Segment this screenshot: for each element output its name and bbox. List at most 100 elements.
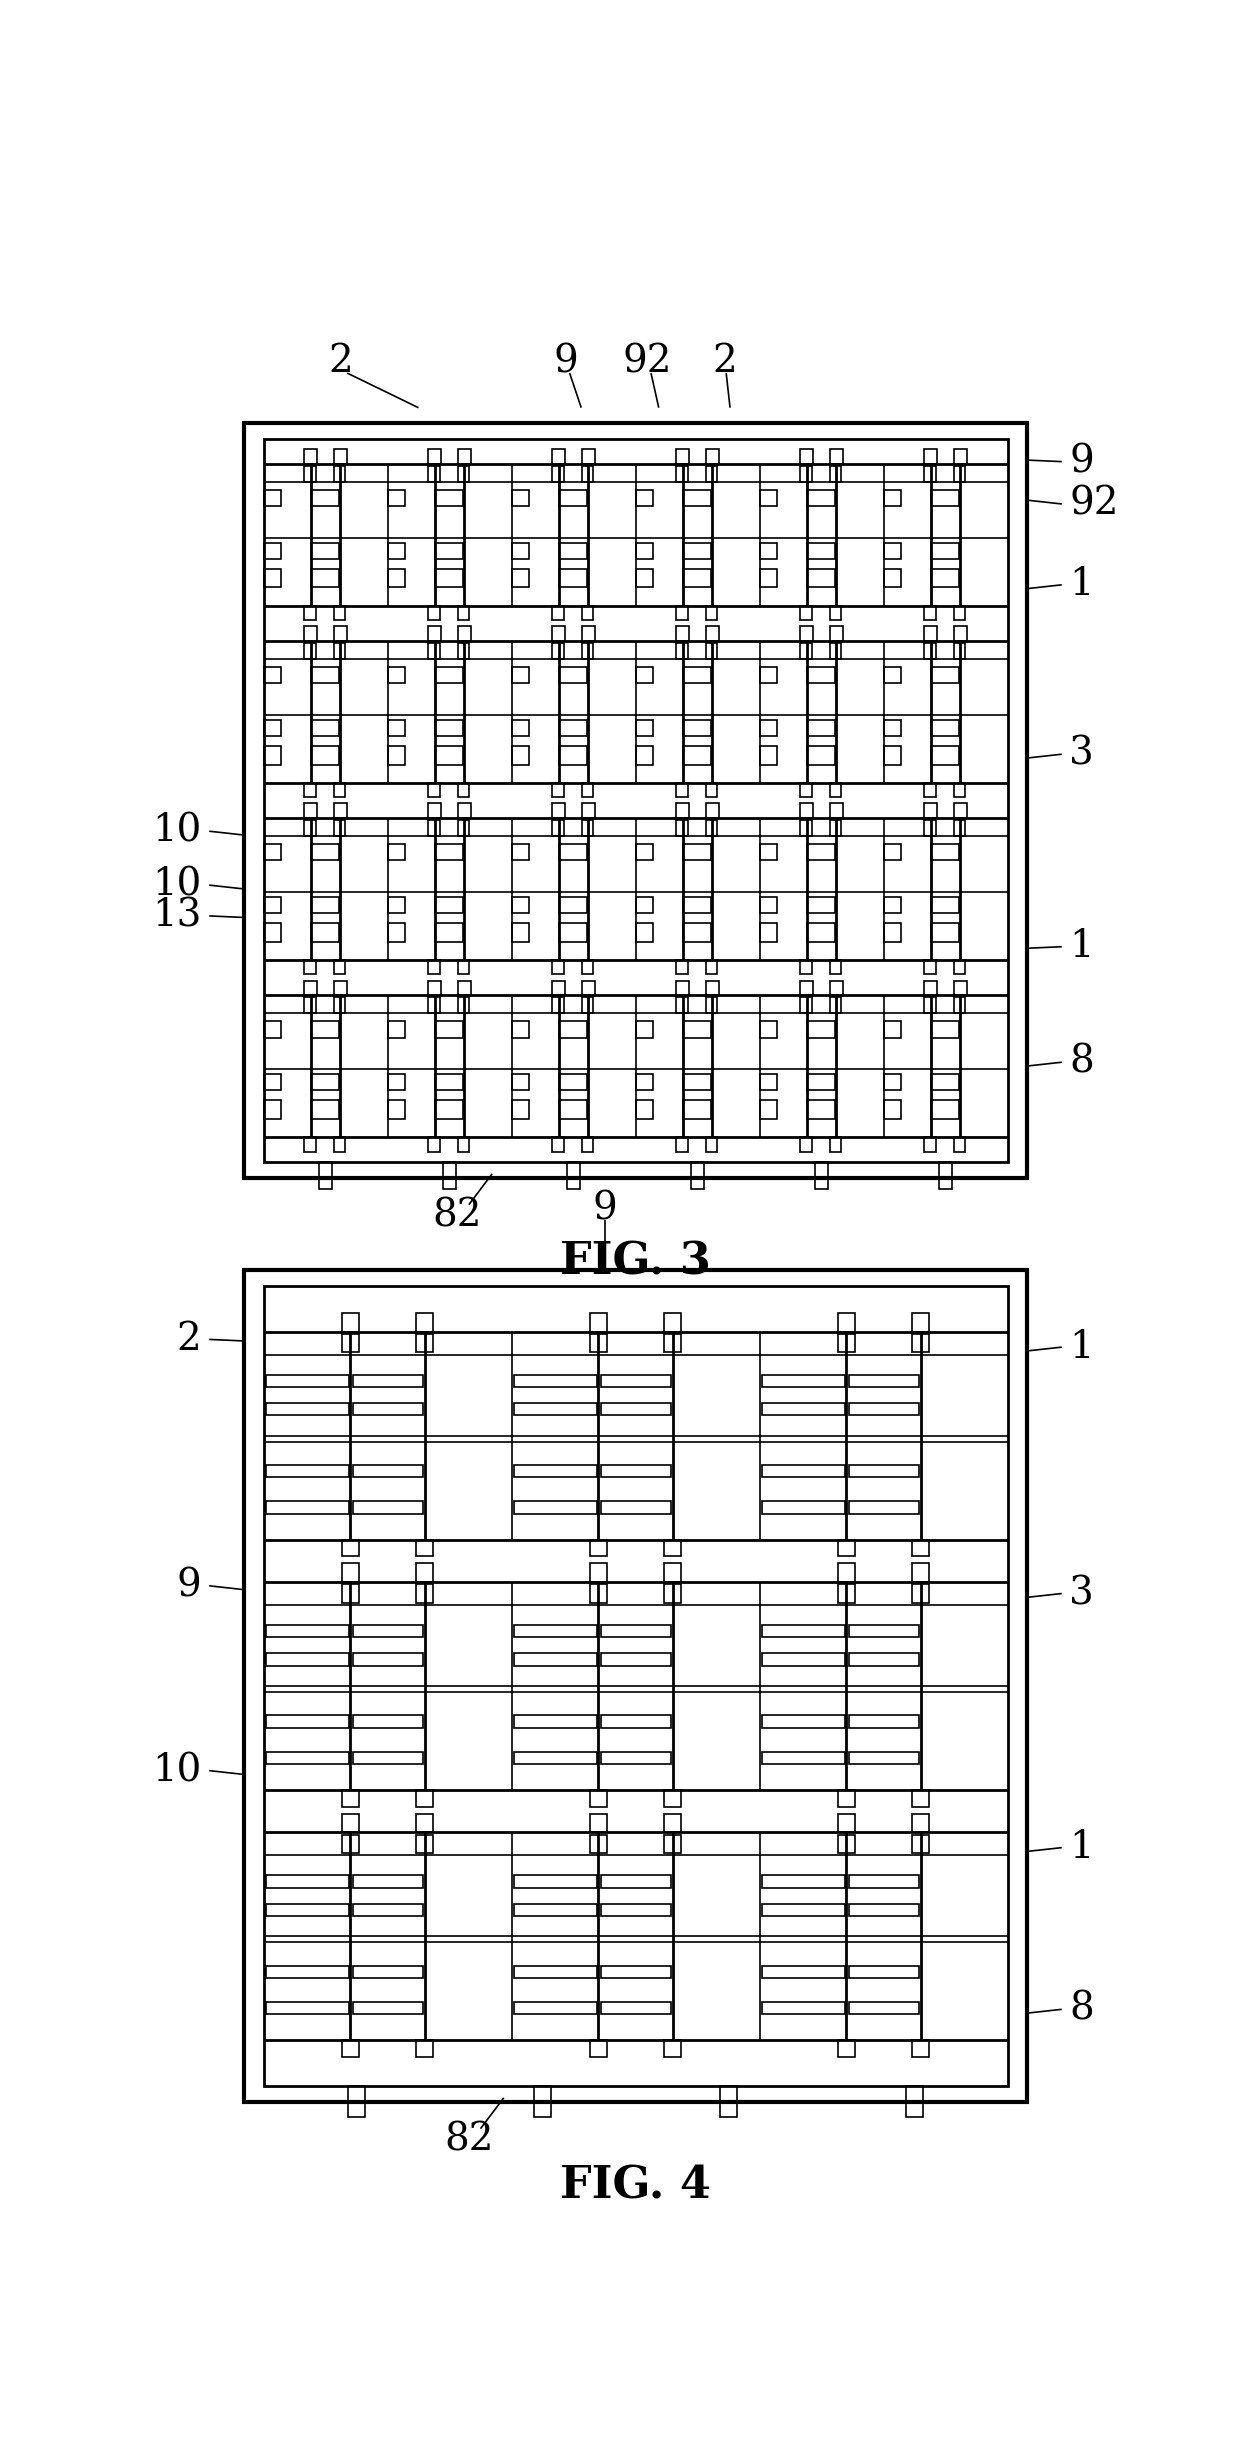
Bar [305, 783, 316, 798]
Bar [335, 465, 345, 482]
Bar [387, 668, 405, 683]
Bar [263, 438, 1007, 1163]
Bar [417, 1789, 434, 1807]
Bar [590, 2039, 608, 2056]
Bar [759, 1099, 777, 1119]
Bar [459, 803, 471, 818]
Text: 10: 10 [153, 813, 201, 849]
Bar [682, 490, 711, 507]
Bar [759, 1075, 777, 1089]
Bar [387, 543, 405, 558]
Bar [911, 1814, 930, 1831]
Bar [635, 1099, 653, 1119]
Bar [387, 747, 405, 764]
Bar [801, 627, 813, 641]
Bar [677, 803, 689, 818]
Bar [682, 845, 711, 862]
Bar [883, 1021, 901, 1038]
Bar [429, 996, 439, 1013]
Bar [848, 1376, 919, 1388]
Bar [552, 803, 564, 818]
Text: 3: 3 [1069, 737, 1094, 774]
Bar [429, 607, 439, 619]
Bar [310, 668, 339, 683]
Bar [558, 568, 587, 588]
Bar [883, 668, 901, 683]
Bar [665, 2039, 682, 2056]
Bar [682, 720, 711, 737]
Bar [831, 450, 843, 463]
Bar [761, 1464, 844, 1476]
Bar [759, 845, 777, 862]
Bar [352, 2002, 423, 2015]
Bar [924, 820, 935, 835]
Bar [429, 982, 441, 994]
Bar [459, 607, 469, 619]
Bar [955, 982, 967, 994]
Bar [310, 845, 339, 862]
Bar [665, 1834, 682, 1853]
Bar [635, 845, 653, 862]
Bar [930, 923, 959, 942]
Bar [707, 1138, 717, 1151]
Bar [590, 1564, 608, 1581]
Bar [434, 568, 463, 588]
Bar [838, 1584, 856, 1603]
Bar [552, 960, 563, 974]
Bar [806, 923, 835, 942]
Bar [310, 1099, 339, 1119]
Bar [707, 627, 719, 641]
Bar [558, 1099, 587, 1119]
Bar [955, 465, 966, 482]
Bar [955, 627, 967, 641]
Bar [707, 820, 717, 835]
Bar [635, 568, 653, 588]
Bar [677, 607, 687, 619]
Bar [590, 1540, 608, 1557]
Bar [883, 543, 901, 558]
Bar [335, 450, 346, 463]
Bar [263, 747, 281, 764]
Text: 92: 92 [1069, 485, 1118, 521]
Bar [265, 1625, 348, 1638]
Bar [552, 627, 564, 641]
Bar [265, 1753, 348, 1765]
Bar [429, 465, 439, 482]
Bar [335, 996, 345, 1013]
Bar [924, 627, 937, 641]
Bar [682, 1099, 711, 1119]
Bar [429, 783, 439, 798]
Bar [459, 820, 469, 835]
Bar [583, 820, 594, 835]
Bar [831, 960, 841, 974]
Bar [511, 490, 529, 507]
Bar [831, 783, 841, 798]
Bar [513, 1501, 596, 1513]
Bar [342, 1814, 360, 1831]
Bar [305, 982, 317, 994]
Bar [665, 1312, 682, 1332]
Bar [801, 450, 813, 463]
Bar [443, 1163, 456, 1190]
Bar [342, 1789, 360, 1807]
Bar [930, 490, 959, 507]
Bar [387, 845, 405, 862]
Bar [459, 982, 471, 994]
Bar [911, 2039, 930, 2056]
Bar [677, 820, 687, 835]
Bar [838, 1834, 856, 1853]
Text: 3: 3 [1069, 1574, 1094, 1613]
Bar [583, 465, 594, 482]
Bar [759, 896, 777, 913]
Bar [924, 607, 935, 619]
Bar [335, 803, 346, 818]
Bar [583, 450, 595, 463]
Bar [806, 668, 835, 683]
Bar [924, 960, 935, 974]
Text: 82: 82 [444, 2122, 494, 2159]
Bar [511, 1021, 529, 1038]
Bar [513, 1716, 596, 1728]
Bar [263, 1075, 281, 1089]
Bar [707, 644, 717, 659]
Bar [806, 1075, 835, 1089]
